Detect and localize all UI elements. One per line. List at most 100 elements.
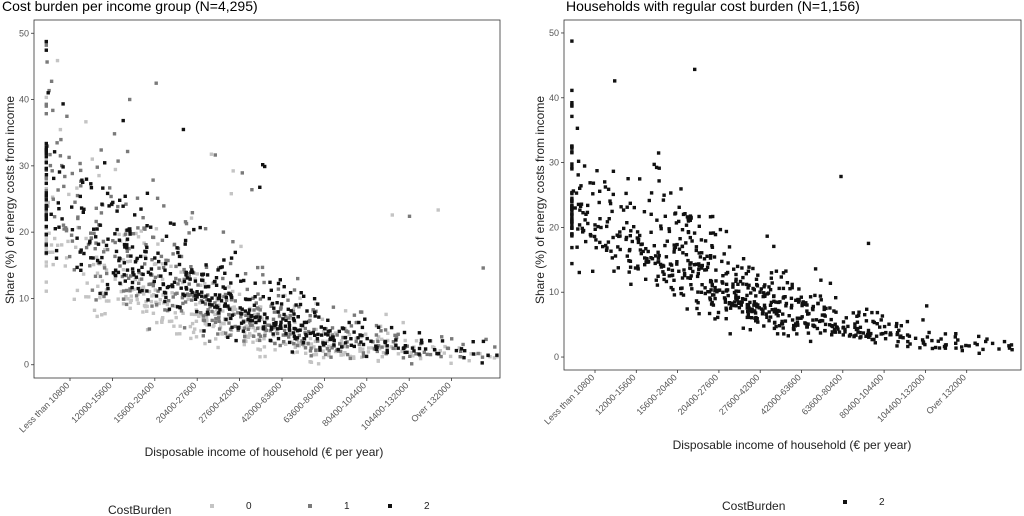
data-point xyxy=(217,319,221,323)
data-point xyxy=(570,191,574,196)
data-point xyxy=(44,141,48,146)
data-point xyxy=(113,254,117,259)
data-point xyxy=(276,336,281,341)
data-point xyxy=(198,301,202,305)
data-point xyxy=(144,299,148,304)
data-point xyxy=(106,237,110,241)
data-point xyxy=(79,248,83,252)
data-point xyxy=(644,260,648,264)
data-point xyxy=(213,301,217,305)
data-point xyxy=(295,336,300,340)
data-point xyxy=(408,354,412,358)
data-point xyxy=(263,320,267,325)
data-point xyxy=(448,354,453,359)
data-point xyxy=(384,312,388,317)
data-point xyxy=(371,340,375,344)
data-point xyxy=(268,338,272,343)
data-point xyxy=(874,334,879,338)
data-point xyxy=(861,331,866,335)
data-point xyxy=(256,292,260,296)
data-point xyxy=(481,266,485,270)
data-point xyxy=(304,351,308,355)
data-point xyxy=(737,289,741,293)
data-point xyxy=(99,211,104,215)
data-point xyxy=(857,310,861,314)
data-point xyxy=(200,272,204,277)
data-point xyxy=(686,276,690,280)
data-point xyxy=(94,206,98,210)
data-point xyxy=(227,285,231,289)
data-point xyxy=(309,342,314,346)
data-point xyxy=(265,316,269,320)
data-point xyxy=(67,192,71,197)
data-point xyxy=(132,287,136,291)
data-point xyxy=(170,303,175,308)
data-point xyxy=(754,294,758,298)
data-point xyxy=(256,312,260,316)
data-point xyxy=(199,311,203,315)
data-point xyxy=(292,342,296,346)
data-point xyxy=(611,235,615,240)
data-point xyxy=(713,296,717,301)
data-point xyxy=(343,336,347,340)
data-point xyxy=(50,169,54,173)
data-point xyxy=(610,209,614,214)
data-point xyxy=(178,324,182,328)
data-point xyxy=(960,348,964,353)
data-point xyxy=(239,279,243,283)
data-point xyxy=(360,355,364,359)
data-point xyxy=(715,290,719,294)
data-point xyxy=(684,241,688,245)
data-point xyxy=(181,301,185,306)
data-point xyxy=(410,346,415,350)
data-point xyxy=(282,312,286,317)
data-point xyxy=(261,273,265,277)
legend-title-right: CostBurden xyxy=(722,499,785,513)
data-point xyxy=(895,321,899,326)
data-point xyxy=(98,260,102,265)
data-point xyxy=(775,332,780,336)
data-point xyxy=(144,243,148,247)
data-point xyxy=(457,346,461,350)
data-point xyxy=(291,309,295,314)
data-point xyxy=(905,333,910,337)
data-point xyxy=(655,218,659,222)
data-point xyxy=(135,196,140,200)
data-point xyxy=(901,336,905,340)
data-point xyxy=(830,333,834,337)
data-point xyxy=(213,320,218,324)
data-point xyxy=(439,354,443,359)
data-point xyxy=(263,333,267,338)
data-point xyxy=(44,102,48,106)
data-point xyxy=(279,326,283,330)
data-point xyxy=(480,355,485,359)
data-point xyxy=(721,281,725,285)
data-point xyxy=(752,300,757,304)
data-point xyxy=(764,312,768,316)
data-point xyxy=(224,317,228,322)
data-point xyxy=(288,332,292,336)
data-point xyxy=(667,229,672,234)
data-point xyxy=(389,325,394,330)
data-point xyxy=(628,265,633,269)
data-point xyxy=(211,324,215,329)
data-point xyxy=(570,151,574,155)
data-point xyxy=(278,278,282,282)
data-point xyxy=(385,348,389,352)
data-point xyxy=(217,314,221,318)
data-point xyxy=(168,221,173,225)
data-point xyxy=(329,355,333,359)
data-point xyxy=(766,291,771,295)
data-point xyxy=(102,263,106,268)
data-point xyxy=(804,321,808,326)
data-point xyxy=(129,254,133,258)
data-point xyxy=(130,288,134,292)
data-point xyxy=(754,277,759,281)
data-point xyxy=(252,334,256,338)
data-point xyxy=(245,287,249,292)
data-point xyxy=(271,317,276,321)
data-point xyxy=(321,341,325,345)
data-point xyxy=(248,331,252,336)
data-point xyxy=(271,332,275,336)
